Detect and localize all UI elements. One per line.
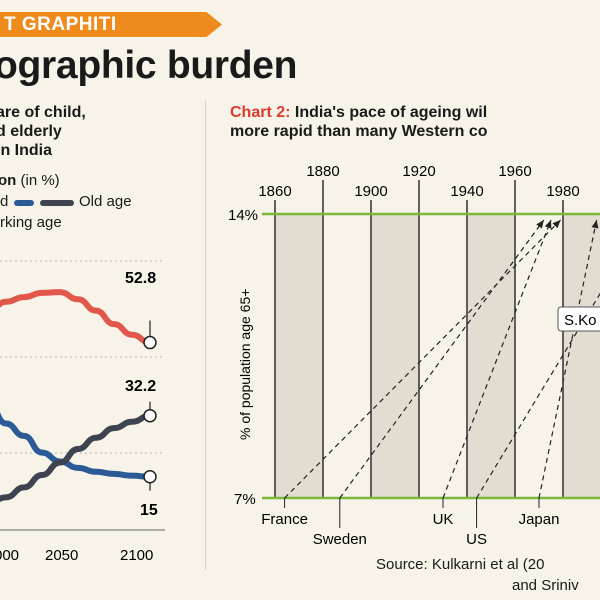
data-label-old: 32.2 (125, 378, 156, 395)
panel-divider (205, 100, 206, 570)
chart1-subtitle: are of child, d elderly in India (0, 103, 86, 160)
era-band (371, 214, 419, 498)
chart1-series (0, 289, 157, 502)
country-label: UK (433, 511, 454, 528)
chart1-subtitle-line: d elderly (0, 123, 62, 140)
source-line1: Source: Kulkarni et al (20 (376, 556, 545, 573)
y-axis-label: % of population age 65+ (237, 289, 253, 440)
ageing-arrow-head (552, 220, 561, 229)
data-label-working: 52.8 (125, 270, 156, 287)
series-old-age-line (0, 412, 153, 502)
legend-working-label: rking age (0, 214, 62, 231)
banner-text: T GRAPHITI (4, 14, 117, 35)
chart1-data-labels: 52.8 32.2 15 (125, 270, 158, 519)
callout-text: S.Ko (564, 312, 597, 329)
legend-child-swatch (14, 200, 34, 206)
callout-box (557, 306, 600, 332)
year-tick-label: 1920 (402, 163, 435, 180)
era-band (467, 214, 515, 498)
chart1-subtitle-line: are of child, (0, 104, 86, 121)
legend-old-swatch (40, 200, 74, 206)
chart2-title-line1: India's pace of ageing wil (290, 104, 488, 121)
chart2-title: Chart 2: India's pace of ageing wil more… (230, 103, 488, 141)
legend-title-bold: on (0, 172, 17, 189)
legend-old-label: Old age (79, 193, 132, 210)
series-working-age-line (0, 289, 153, 346)
country-label: France (261, 511, 308, 528)
y-top-label: 14% (228, 207, 258, 224)
source-line2: and Sriniv (512, 577, 579, 594)
chart2-threshold-lines (262, 212, 600, 500)
chart1-gridlines (0, 260, 165, 531)
chart2-bands (275, 214, 600, 498)
country-label: US (466, 531, 487, 548)
data-label-child: 15 (140, 502, 158, 519)
chart1-x-ticks: 000 2050 2100 (0, 547, 153, 564)
chart2-title-line2: more rapid than many Western co (230, 123, 488, 140)
section-banner: T GRAPHITI (0, 12, 222, 37)
year-tick-label: 1960 (498, 163, 531, 180)
country-callout: S.Ko (557, 306, 600, 332)
era-band (563, 214, 600, 498)
ageing-arrow (284, 219, 562, 499)
year-tick-label: 1900 (354, 183, 387, 200)
page-headline: ographic burden (0, 44, 298, 87)
year-tick-label: 1860 (258, 183, 291, 200)
series-child-line (0, 412, 153, 480)
country-label: Japan (519, 511, 560, 528)
country-label: Sweden (313, 531, 367, 548)
ageing-arrow (339, 219, 545, 499)
year-tick-label: 1940 (450, 183, 483, 200)
x-tick-label: 2100 (120, 547, 153, 564)
chart1-legend-title: on (in %) (0, 172, 60, 189)
chart2-source: Source: Kulkarni et al (20 and Sriniv (376, 554, 579, 596)
chart2-year-ticks: 186018801900192019401960198020 (258, 163, 579, 200)
chart1-line-chart: 000 2050 2100 52.8 32.2 15 (0, 260, 165, 564)
ageing-arrow (442, 219, 552, 499)
year-tick-label: 1980 (546, 183, 579, 200)
year-tick-label: 1880 (306, 163, 339, 180)
x-tick-label: 000 (0, 547, 19, 564)
x-tick-label: 2050 (45, 547, 78, 564)
ageing-arrow (476, 292, 600, 499)
legend-child-label: d (0, 193, 9, 210)
chart2-arrows (284, 219, 600, 499)
legend-title-rest: (in %) (16, 172, 60, 189)
era-band (275, 214, 323, 498)
chart2-country-labels: FranceSwedenUKUSJapanCh (261, 498, 560, 548)
ageing-arrow-head (536, 220, 544, 229)
chart1-subtitle-line: in India (0, 142, 52, 159)
ageing-arrow (538, 219, 598, 499)
ageing-arrow-head (591, 220, 599, 229)
chart2-year-lines (274, 180, 564, 498)
ageing-arrow-head (544, 220, 552, 229)
chart2-title-highlight: Chart 2: (230, 104, 291, 121)
y-bottom-label: 7% (234, 491, 256, 508)
